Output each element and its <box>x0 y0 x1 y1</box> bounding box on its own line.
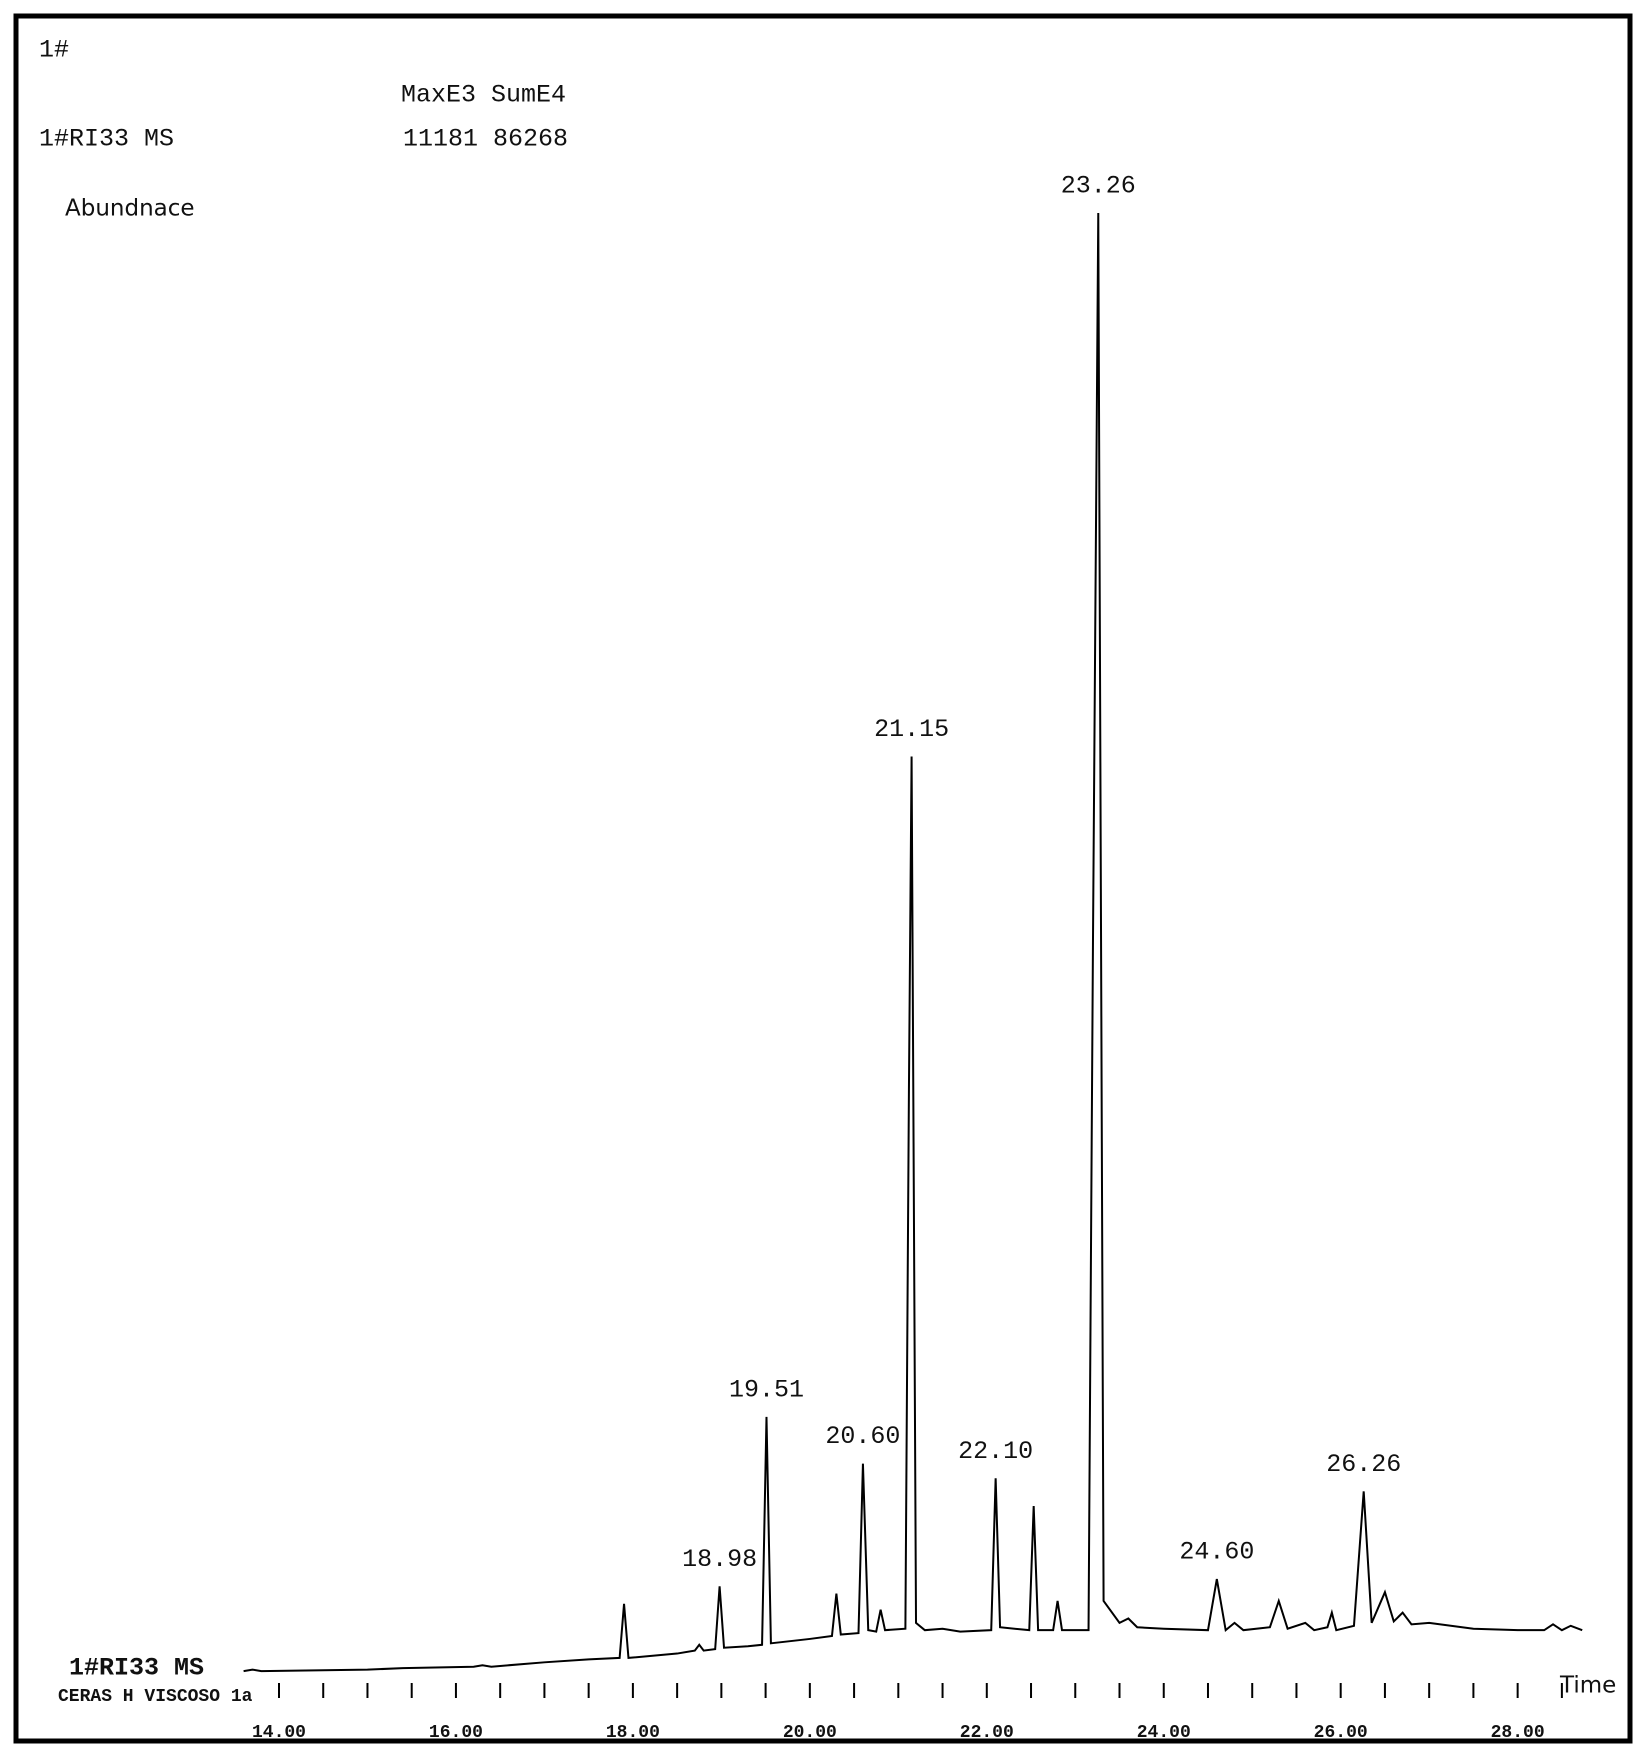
peak-label: 23.26 <box>1061 172 1136 201</box>
x-tick-label: 14.00 <box>252 1723 306 1743</box>
x-tick-label: 24.00 <box>1137 1723 1191 1743</box>
trace-stats: 11181 86268 <box>403 125 568 154</box>
chart-title: 1# <box>39 36 69 65</box>
x-tick-label: 16.00 <box>429 1723 483 1743</box>
peak-label: 26.26 <box>1326 1450 1401 1479</box>
x-tick-label: 18.00 <box>606 1723 660 1743</box>
frame <box>13 13 1633 1744</box>
x-tick-label: 26.00 <box>1314 1723 1368 1743</box>
peak-label: 22.10 <box>958 1437 1033 1466</box>
peak-label: 24.60 <box>1179 1538 1254 1567</box>
trace-name: 1#RI33 MS <box>39 125 174 154</box>
x-axis-label: Time <box>1559 1673 1616 1699</box>
trace-line <box>243 212 1583 1673</box>
peak-label: 19.51 <box>729 1375 804 1404</box>
y-axis-label: Abundnace <box>65 196 195 222</box>
x-tick-label: 22.00 <box>960 1723 1014 1743</box>
x-tick-label: 28.00 <box>1491 1723 1545 1743</box>
sample-name: CERAS H VISCOSO 1a <box>58 1687 253 1707</box>
column-header: MaxE3 SumE4 <box>401 81 566 110</box>
x-tick-label: 20.00 <box>783 1723 837 1743</box>
peak-label: 18.98 <box>682 1545 757 1574</box>
peak-label: 20.60 <box>825 1422 900 1451</box>
peak-label: 21.15 <box>874 715 949 744</box>
series-label: 1#RI33 MS <box>69 1654 204 1683</box>
